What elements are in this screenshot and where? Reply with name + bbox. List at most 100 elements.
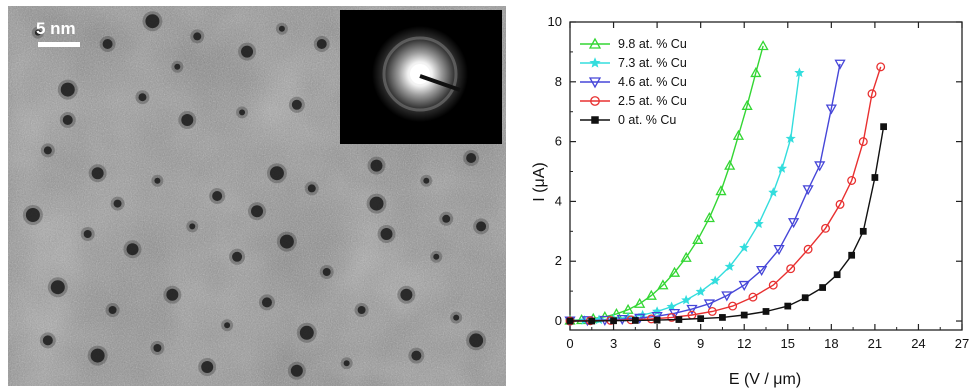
series-line [569, 72, 801, 322]
data-point [833, 271, 841, 279]
data-point [847, 176, 857, 185]
data-point [681, 294, 692, 305]
series-0-at-cu [566, 123, 887, 325]
data-point [724, 159, 736, 170]
x-tick-label: 3 [610, 336, 617, 351]
data-point [750, 66, 762, 78]
data-point [675, 316, 683, 323]
y-tick-label: 0 [555, 313, 562, 328]
data-point [802, 185, 814, 196]
nanoparticle [453, 314, 460, 321]
nanoparticle [224, 322, 231, 329]
series-line [569, 63, 841, 322]
nanoparticle [138, 93, 147, 102]
data-point [703, 212, 715, 223]
scale-bar [38, 42, 80, 47]
y-tick-label: 10 [548, 14, 562, 29]
nanoparticle [322, 268, 331, 276]
nanoparticle [278, 25, 285, 32]
data-point [821, 223, 831, 233]
nanoparticle [126, 243, 139, 256]
data-point [667, 312, 677, 322]
data-point [703, 299, 715, 310]
nanoparticle [232, 251, 243, 262]
data-point [848, 251, 856, 259]
legend-label: 9.8 at. % Cu [618, 37, 687, 51]
nanoparticle [193, 32, 202, 41]
data-point [589, 57, 601, 68]
data-point [814, 161, 826, 172]
data-point [748, 292, 758, 302]
legend-entry: 7.3 at. % Cu [580, 56, 687, 70]
data-point [719, 314, 726, 321]
data-point [757, 40, 769, 51]
nanoparticle [279, 234, 294, 249]
data-point [591, 116, 599, 124]
data-point [776, 163, 788, 173]
data-point [871, 174, 879, 181]
data-point [707, 306, 717, 316]
nanoparticle [357, 306, 366, 314]
y-tick-label: 4 [555, 193, 562, 208]
nanoparticle [442, 214, 451, 223]
data-point [753, 218, 764, 229]
nanoparticle [469, 333, 484, 348]
data-point [588, 317, 596, 325]
nanoparticle [370, 159, 383, 172]
legend-entry: 9.8 at. % Cu [580, 37, 687, 51]
nanoparticle [42, 335, 53, 346]
data-point [634, 297, 646, 308]
data-point [738, 280, 750, 291]
nanoparticle [369, 196, 384, 211]
nanoparticle [50, 280, 65, 295]
data-point [784, 302, 792, 310]
data-point [710, 275, 721, 285]
x-tick-label: 15 [781, 336, 795, 351]
data-point [786, 264, 796, 274]
data-point [631, 317, 639, 324]
data-point [695, 286, 706, 297]
y-axis-label: I (μA) [531, 162, 548, 201]
diffraction-inset [340, 10, 502, 144]
nanoparticle [102, 39, 113, 49]
data-point [692, 233, 704, 244]
x-tick-label: 18 [824, 336, 838, 351]
data-point [732, 129, 745, 140]
x-tick-label: 9 [697, 336, 704, 351]
x-tick-label: 12 [737, 336, 751, 351]
series-layer [564, 40, 887, 327]
x-tick-label: 0 [566, 336, 573, 351]
data-point [768, 280, 778, 290]
nanoparticle [166, 288, 179, 301]
nanoparticle [411, 350, 422, 361]
data-point [880, 123, 887, 131]
nanoparticle [174, 63, 181, 70]
tem-micrograph: 5 nm [8, 6, 506, 386]
data-point [740, 311, 748, 319]
x-tick-label: 27 [955, 336, 969, 351]
nanoparticle [299, 325, 314, 340]
data-point [787, 218, 800, 229]
nanoparticle [212, 191, 223, 201]
nanoparticle [91, 167, 104, 180]
x-tick-label: 6 [653, 336, 660, 351]
data-point [645, 289, 657, 300]
scale-bar-label: 5 nm [36, 19, 76, 38]
series-line [570, 126, 885, 322]
data-point [876, 62, 886, 72]
nanoparticle [34, 29, 41, 36]
data-point [588, 77, 602, 89]
nanoparticle [290, 364, 303, 377]
y-tick-label: 2 [555, 253, 562, 268]
nanoparticle [201, 361, 214, 373]
data-point [794, 67, 805, 78]
nanoparticle [60, 82, 75, 97]
nanoparticle-layer [22, 11, 490, 380]
nanoparticle [43, 146, 52, 155]
nanoparticle [269, 166, 284, 181]
legend-entry: 4.6 at. % Cu [580, 75, 687, 89]
nanoparticle [181, 114, 194, 126]
nanoparticle [241, 45, 254, 58]
series-4-6-at-cu [564, 59, 846, 327]
